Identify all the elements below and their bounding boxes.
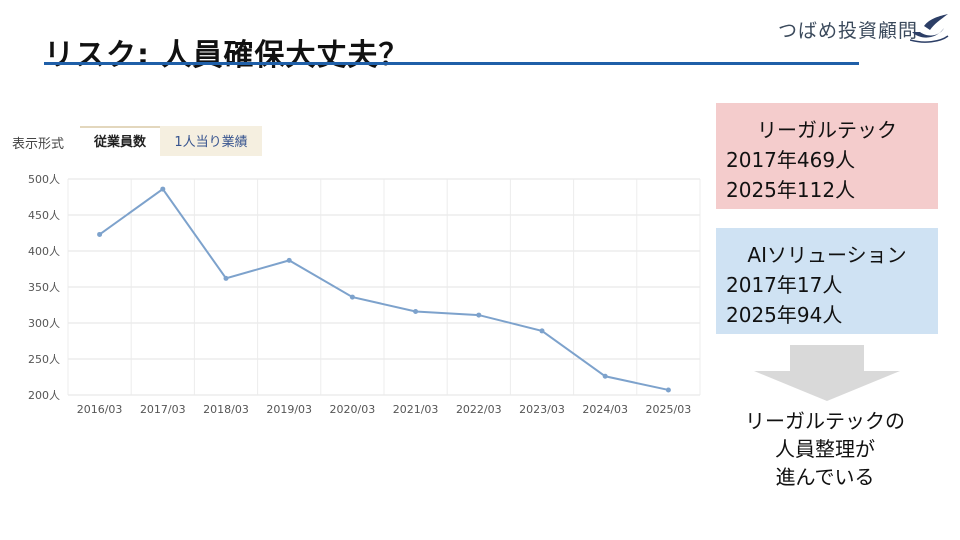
x-tick-label: 2019/03 xyxy=(266,403,312,416)
legaltech-title: リーガルテック xyxy=(757,118,897,142)
title-underline xyxy=(44,62,859,65)
data-point xyxy=(349,294,355,300)
view-mode-label: 表示形式 xyxy=(12,137,65,152)
company-logo: つばめ投資顧問 xyxy=(770,8,950,50)
tab-per-employee-performance[interactable]: 1人当り業績 xyxy=(160,126,262,156)
data-point xyxy=(160,186,166,192)
x-tick-label: 2025/03 xyxy=(646,403,692,416)
conclusion-line-1: リーガルテックの xyxy=(745,409,905,433)
conclusion-line-2: 人員整理が xyxy=(775,437,875,461)
logo-text: つばめ投資顧問 xyxy=(778,20,919,42)
data-point xyxy=(476,312,482,318)
ai-solution-2025: 2025年94人 xyxy=(726,303,843,327)
y-tick-label: 500人 xyxy=(28,173,60,186)
data-point xyxy=(602,373,608,379)
data-point xyxy=(665,387,671,393)
data-point xyxy=(286,257,292,263)
data-point xyxy=(413,308,419,314)
x-tick-label: 2016/03 xyxy=(77,403,123,416)
y-tick-label: 450人 xyxy=(28,209,60,222)
ai-solution-title: AIソリューション xyxy=(747,243,907,267)
y-tick-label: 350人 xyxy=(28,281,60,294)
x-tick-label: 2020/03 xyxy=(330,403,376,416)
x-tick-label: 2023/03 xyxy=(519,403,565,416)
y-tick-label: 200人 xyxy=(28,389,60,402)
slide-title: リスク: 人員確保大丈夫？ xyxy=(44,38,410,73)
data-point xyxy=(97,231,103,237)
x-tick-label: 2021/03 xyxy=(393,403,439,416)
conclusion-text: リーガルテックの 人員整理が 進んでいる xyxy=(725,407,925,491)
data-point xyxy=(539,328,545,334)
y-tick-label: 300人 xyxy=(28,317,60,330)
y-tick-label: 250人 xyxy=(28,353,60,366)
series-line xyxy=(99,187,669,391)
y-tick-label: 400人 xyxy=(28,245,60,258)
ai-solution-callout: AIソリューション 2017年17人 2025年94人 xyxy=(716,228,938,334)
tab-employee-count[interactable]: 従業員数 xyxy=(80,126,160,156)
conclusion-line-3: 進んでいる xyxy=(775,465,875,489)
legaltech-2017: 2017年469人 xyxy=(726,148,856,172)
x-tick-label: 2024/03 xyxy=(582,403,628,416)
legaltech-callout: リーガルテック 2017年469人 2025年112人 xyxy=(716,103,938,209)
x-tick-label: 2017/03 xyxy=(140,403,186,416)
legaltech-2025: 2025年112人 xyxy=(726,178,856,202)
down-arrow-icon xyxy=(754,345,900,401)
x-tick-label: 2022/03 xyxy=(456,403,502,416)
data-point xyxy=(223,275,229,281)
x-tick-label: 2018/03 xyxy=(203,403,249,416)
ai-solution-2017: 2017年17人 xyxy=(726,273,843,297)
swallow-icon xyxy=(910,14,949,43)
employee-count-chart: 500人 450人 400人 350人 300人 250人 200人 2016/03 2017/… xyxy=(28,173,701,416)
